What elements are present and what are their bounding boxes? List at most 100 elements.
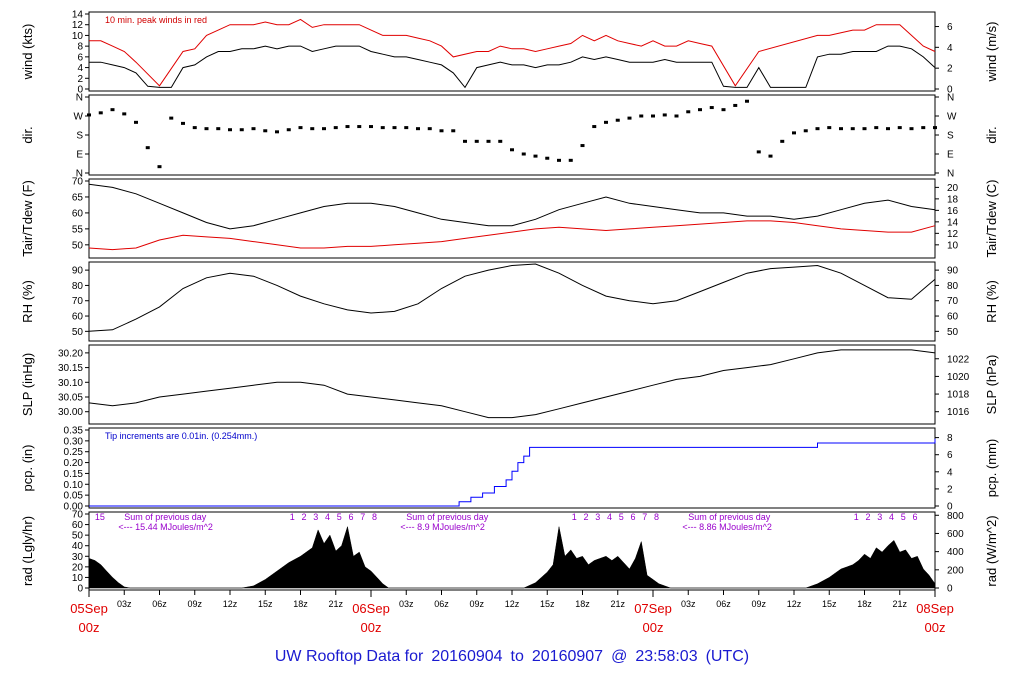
- left-tick-label: 55: [72, 224, 84, 235]
- right-tick-label: 2: [947, 484, 953, 495]
- right-tick-label: 12: [947, 229, 959, 240]
- direction-mark: [404, 126, 409, 130]
- right-tick-label: 50: [947, 327, 959, 338]
- left-tick-label: 2: [77, 74, 83, 85]
- direction-mark: [698, 108, 702, 112]
- left-axis-label: Tair/Tdew (F): [20, 180, 35, 257]
- hour-marker: 3: [595, 512, 600, 522]
- direction-mark: [745, 99, 749, 103]
- title-to: to: [510, 648, 524, 665]
- hour-marker: 5: [337, 512, 342, 522]
- hour-marker: 4: [325, 512, 330, 522]
- left-tick-label: 8: [77, 42, 83, 53]
- right-tick-label: 200: [947, 565, 964, 576]
- panel-annotation: Tip increments are 0.01in. (0.254mm.): [105, 431, 257, 441]
- x-tick-label: 03z: [681, 599, 696, 609]
- x-tick-label: 09z: [751, 599, 766, 609]
- direction-mark: [216, 127, 221, 131]
- left-tick-label: 50: [72, 531, 84, 542]
- panel-frame: [88, 427, 936, 509]
- panel-frame: [88, 511, 936, 591]
- radiation-annotation: Sum of previous day: [688, 512, 771, 522]
- direction-mark: [803, 129, 808, 133]
- x-tick-label: 06z: [434, 599, 449, 609]
- x-tick-label: 12z: [223, 599, 238, 609]
- direction-mark: [228, 128, 232, 132]
- direction-mark: [322, 127, 326, 131]
- direction-mark: [204, 127, 209, 131]
- direction-mark: [733, 103, 738, 107]
- x-tick-label: 21z: [892, 599, 907, 609]
- x-tick-label: 03z: [399, 599, 414, 609]
- direction-mark: [510, 148, 514, 152]
- hour-marker: 2: [866, 512, 871, 522]
- direction-mark: [251, 127, 256, 131]
- direction-mark: [886, 127, 890, 131]
- left-tick-label: 10: [72, 31, 84, 42]
- direction-mark: [721, 108, 726, 112]
- left-tick-label: 0.10: [64, 480, 84, 491]
- left-tick-label: S: [76, 131, 83, 142]
- day-label-date: 05Sep: [70, 601, 108, 616]
- direction-mark: [909, 127, 914, 131]
- series-cumulative-precip-in-: [89, 438, 936, 507]
- left-tick-label: 30.20: [58, 348, 83, 359]
- panel-frame: [88, 261, 936, 342]
- x-tick-label: 12z: [787, 599, 802, 609]
- hour-marker: 8: [654, 512, 659, 522]
- title-tz: (UTC): [705, 648, 750, 665]
- radiation-annotation: <--- 8.86 MJoules/m^2: [682, 522, 772, 532]
- direction-mark: [627, 116, 632, 120]
- right-tick-label: 8: [947, 433, 953, 444]
- direction-mark: [122, 112, 127, 116]
- direction-mark: [357, 125, 362, 129]
- series-wind-direction-deg-: [87, 99, 937, 169]
- series-slp-inhg-: [88, 349, 936, 419]
- right-tick-label: 20: [947, 183, 959, 194]
- direction-mark: [933, 126, 937, 130]
- direction-mark: [850, 127, 855, 131]
- panel-frame: [88, 94, 936, 176]
- hour-marker: 2: [584, 512, 589, 522]
- left-tick-label: 0: [77, 85, 83, 96]
- right-axis-label: SLP (hPa): [984, 355, 999, 415]
- radiation-annotation: <--- 15.44 MJoules/m^2: [118, 522, 213, 532]
- right-tick-label: 6: [947, 22, 953, 33]
- direction-mark: [416, 127, 420, 131]
- title-prefix: UW Rooftop Data for: [274, 648, 424, 665]
- left-tick-label: 0.05: [64, 491, 84, 502]
- direction-mark: [839, 127, 843, 131]
- direction-mark: [110, 108, 115, 112]
- direction-mark: [756, 150, 761, 154]
- left-tick-label: 30.00: [58, 407, 83, 418]
- right-tick-label: 2: [947, 64, 953, 75]
- right-axis-label: Tair/Tdew (C): [984, 179, 999, 257]
- right-tick-label: 0: [947, 502, 953, 513]
- panel-frame: [88, 344, 936, 425]
- left-tick-label: 60: [72, 520, 84, 531]
- right-axis-label: rad (W/m^2): [984, 515, 999, 586]
- direction-mark: [451, 129, 456, 133]
- series-rh-: [88, 263, 936, 332]
- x-tick-label: 09z: [469, 599, 484, 609]
- right-tick-label: E: [947, 150, 954, 161]
- direction-mark: [545, 156, 550, 160]
- x-tick-label: 21z: [328, 599, 343, 609]
- right-tick-label: 4: [947, 43, 953, 54]
- left-tick-label: 70: [72, 510, 84, 521]
- left-tick-label: 20: [72, 562, 84, 573]
- title-end-date: 20160907: [531, 648, 604, 665]
- direction-mark: [98, 111, 103, 115]
- day-label-date: 06Sep: [352, 601, 390, 616]
- direction-mark: [604, 120, 608, 124]
- right-tick-label: 6: [947, 450, 953, 461]
- direction-mark: [192, 126, 197, 130]
- right-axis-label: wind (m/s): [984, 22, 999, 83]
- direction-mark: [557, 158, 561, 162]
- left-tick-label: W: [74, 112, 84, 123]
- panel-slp: 30.00 30.05 30.10 30.15 30.20 1016 1018 1020 102…: [20, 344, 999, 425]
